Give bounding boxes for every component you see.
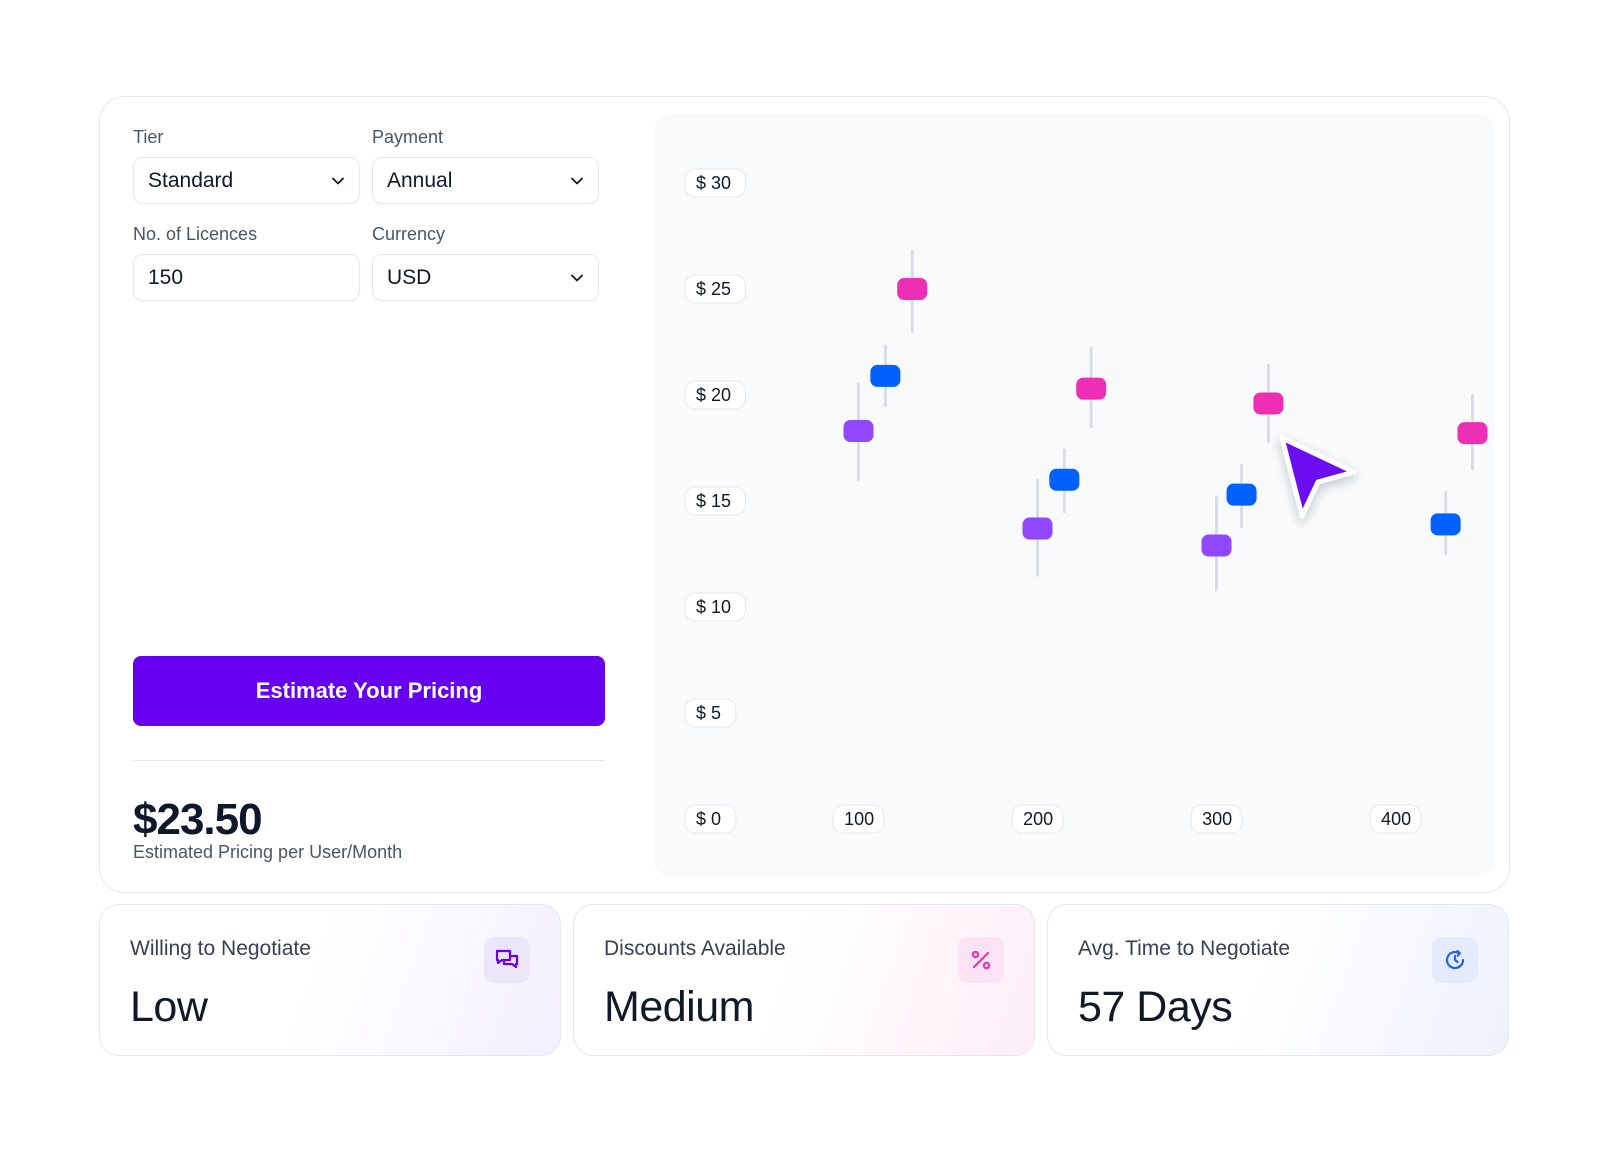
y-tick-label-text: $ 10 (696, 597, 731, 617)
x-tick-label-bg (1190, 804, 1243, 834)
data-point (1253, 392, 1284, 415)
y-tick-label-text: $ 5 (696, 703, 721, 723)
estimate-pricing-button[interactable]: Estimate Your Pricing (133, 656, 605, 726)
stat-label: Willing to Negotiate (130, 937, 311, 960)
stat-value: 57 Days (1078, 983, 1233, 1031)
stat-label: Avg. Time to Negotiate (1078, 937, 1291, 960)
divider (133, 760, 605, 761)
cursor-arrow-icon (1270, 430, 1380, 540)
stat-card-negotiate: Willing to Negotiate Low (99, 904, 561, 1056)
y-tick-label-text: $ 20 (696, 385, 731, 405)
x-tick-label-bg (1011, 804, 1064, 834)
y-tick-label-bg (684, 486, 746, 516)
stat-card-discounts: Discounts Available Medium (573, 904, 1035, 1056)
chevron-down-icon (570, 174, 584, 188)
chevron-down-icon (570, 271, 584, 285)
y-tick-label-text: $ 15 (696, 491, 731, 511)
y-tick-label-text: $ 30 (696, 173, 731, 193)
y-tick-label-bg (684, 274, 746, 304)
y-tick-label: $ 30 (684, 168, 746, 198)
data-point (1076, 377, 1107, 400)
x-tick-label-bg (1369, 804, 1422, 834)
data-point (1226, 483, 1257, 506)
data-point (843, 420, 874, 443)
payment-value: Annual (387, 168, 453, 192)
x-tick-label: 300 (1190, 804, 1243, 834)
y-tick-label: $ 10 (684, 592, 746, 622)
pricing-chart: $ 0 $ 5 $ 10 $ 15 $ 20 $ 25 $ 30 100 200 300 400 (654, 113, 1495, 877)
stat-label: Discounts Available (604, 937, 786, 960)
currency-select[interactable]: USD (372, 254, 599, 301)
tier-label: Tier (133, 127, 164, 147)
pricing-card: Tier Standard Payment Annual No. of Lice… (99, 96, 1510, 893)
y-tick-label-text: $ 0 (696, 809, 721, 829)
estimated-price: $23.50 (133, 795, 263, 844)
x-tick-label: 100 (832, 804, 885, 834)
y-tick-label-bg (684, 698, 737, 728)
x-tick-label-text: 300 (1202, 809, 1232, 829)
chevron-down-icon (331, 174, 345, 188)
x-tick-label-text: 200 (1023, 809, 1053, 829)
payment-label: Payment (372, 127, 444, 147)
stat-value: Low (130, 983, 208, 1031)
percent-icon (958, 937, 1004, 983)
x-tick-label-bg (832, 804, 885, 834)
licences-value: 150 (148, 265, 184, 289)
y-tick-label: $ 15 (684, 486, 746, 516)
licences-label: No. of Licences (133, 224, 258, 244)
currency-label: Currency (372, 224, 446, 244)
y-tick-label-bg (684, 380, 746, 410)
data-point (1022, 517, 1053, 540)
chat-icon (484, 937, 530, 983)
payment-select[interactable]: Annual (372, 157, 599, 204)
data-point (1430, 513, 1461, 536)
x-tick-label-text: 400 (1381, 809, 1411, 829)
y-tick-label-bg (684, 592, 746, 622)
y-tick-label: $ 25 (684, 274, 746, 304)
data-point (1201, 534, 1232, 557)
chart-canvas: $ 0 $ 5 $ 10 $ 15 $ 20 $ 25 $ 30 100 200 300 400 (684, 168, 1488, 834)
data-point (1049, 468, 1080, 491)
y-tick-label-bg (684, 804, 737, 834)
x-tick-label: 200 (1011, 804, 1064, 834)
licences-input[interactable]: 150 (133, 254, 360, 301)
data-point (897, 278, 928, 300)
estimated-price-caption: Estimated Pricing per User/Month (133, 842, 403, 862)
y-tick-label: $ 5 (684, 698, 737, 728)
data-point (1457, 422, 1488, 445)
y-tick-label: $ 0 (684, 804, 737, 834)
tier-select[interactable]: Standard (133, 157, 360, 204)
data-point (870, 364, 901, 387)
refresh-clock-icon (1432, 937, 1478, 983)
y-tick-label: $ 20 (684, 380, 746, 410)
x-tick-label-text: 100 (844, 809, 874, 829)
tier-value: Standard (148, 168, 234, 192)
currency-value: USD (387, 265, 432, 289)
x-tick-label: 400 (1369, 804, 1422, 834)
stat-value: Medium (604, 983, 754, 1031)
stat-card-time: Avg. Time to Negotiate 57 Days (1047, 904, 1509, 1056)
y-tick-label-text: $ 25 (696, 279, 731, 299)
y-tick-label-bg (684, 168, 746, 198)
